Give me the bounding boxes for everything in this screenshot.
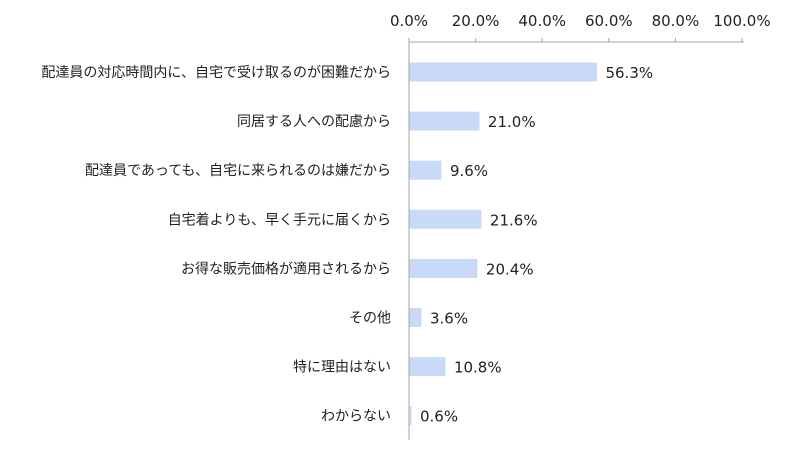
- bar: [409, 308, 422, 327]
- category-label: 同居する人への配慮から: [237, 114, 391, 130]
- data-labels: 56.3% 21.0% 9.6% 21.6% 20.4% 3.6% 10.8% 0.6%: [420, 64, 653, 426]
- bar: [409, 62, 597, 82]
- x-tick-label: 20.0%: [452, 12, 500, 30]
- bar: [409, 258, 478, 278]
- bar: [409, 160, 442, 180]
- x-tick-label: 0.0%: [390, 12, 428, 30]
- data-label: 0.6%: [420, 408, 458, 426]
- category-label: 自宅着よりも、早く手元に届くから: [168, 212, 391, 228]
- data-label: 3.6%: [430, 310, 468, 328]
- bar: [409, 209, 482, 229]
- bar: [409, 111, 480, 131]
- category-label: 配達員の対応時間内に、自宅で受け取るのが困難だから: [41, 65, 391, 81]
- category-label: わからない: [321, 409, 391, 425]
- data-label: 21.6%: [490, 211, 538, 229]
- bar: [409, 406, 412, 426]
- category-labels: 配達員の対応時間内に、自宅で受け取るのが困難だから同居する人への配慮から配達員で…: [41, 65, 391, 425]
- x-tick-label: 60.0%: [585, 12, 633, 30]
- x-axis-ticks: 0.0% 20.0% 40.0% 60.0% 80.0% 100.0%: [390, 12, 771, 42]
- data-label: 21.0%: [488, 113, 536, 131]
- category-label: お得な販売価格が適用されるから: [181, 260, 391, 277]
- x-tick-label: 80.0%: [652, 12, 700, 30]
- x-tick-label: 40.0%: [518, 12, 566, 30]
- data-label: 20.4%: [486, 260, 534, 278]
- bar: [409, 357, 446, 377]
- data-label: 10.8%: [454, 359, 502, 377]
- data-label: 9.6%: [450, 162, 488, 180]
- category-label: 配達員であっても、自宅に来られるのは嫌だから: [85, 163, 391, 179]
- category-label: 特に理由はない: [293, 360, 391, 376]
- x-tick-label: 100.0%: [713, 12, 770, 30]
- category-label: その他: [349, 311, 391, 327]
- bars: [409, 62, 597, 426]
- data-label: 56.3%: [605, 64, 653, 82]
